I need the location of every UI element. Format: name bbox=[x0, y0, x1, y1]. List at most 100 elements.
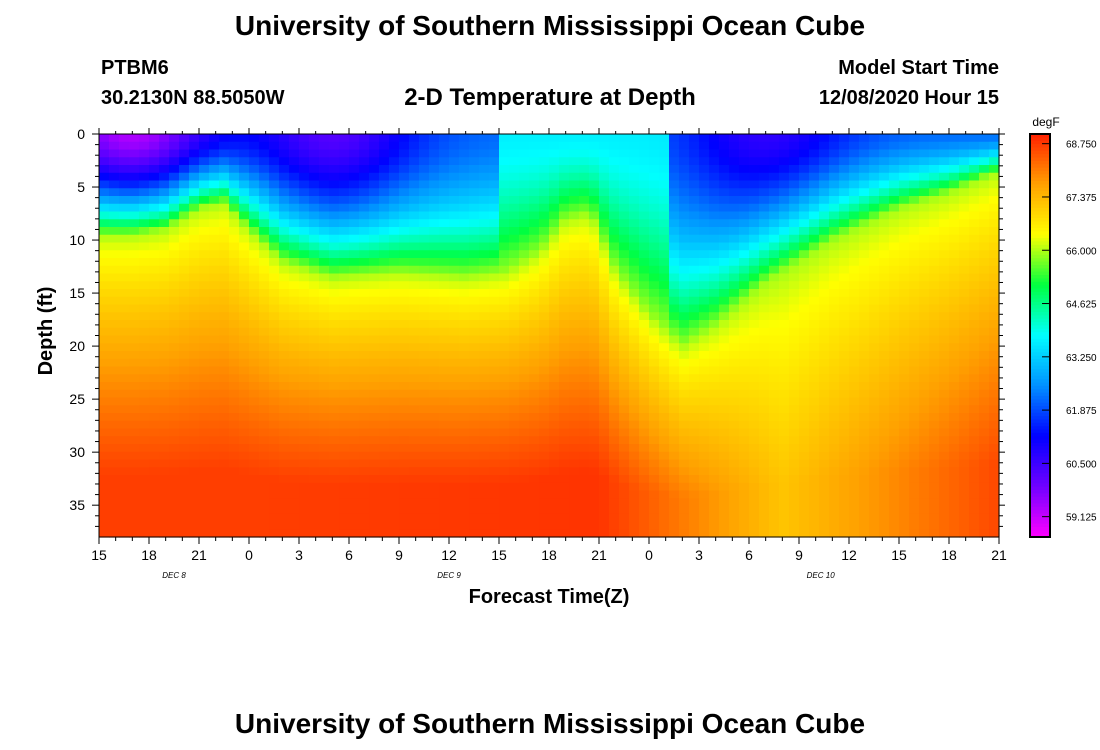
heatmap-cell bbox=[699, 420, 710, 430]
colorbar-segment bbox=[1030, 204, 1050, 209]
heatmap-cell bbox=[119, 351, 130, 360]
heatmap-cell bbox=[279, 211, 290, 220]
heatmap-cell bbox=[849, 389, 860, 399]
heatmap-cell bbox=[459, 428, 470, 437]
heatmap-cell bbox=[689, 312, 700, 321]
heatmap-cell bbox=[789, 366, 800, 375]
heatmap-cell bbox=[759, 211, 770, 220]
heatmap-cell bbox=[579, 203, 590, 213]
heatmap-cell bbox=[579, 149, 590, 158]
heatmap-cell bbox=[309, 482, 320, 492]
heatmap-cell bbox=[109, 529, 120, 538]
heatmap-cell bbox=[769, 475, 780, 484]
heatmap-cell bbox=[379, 196, 390, 205]
heatmap-cell bbox=[809, 157, 820, 166]
heatmap-cell bbox=[169, 258, 180, 267]
heatmap-cell bbox=[649, 296, 660, 306]
colorbar-segment bbox=[1030, 291, 1050, 296]
heatmap-cell bbox=[419, 459, 430, 468]
heatmap-cell bbox=[609, 312, 620, 321]
heatmap-cell bbox=[979, 389, 990, 399]
heatmap-cell bbox=[179, 529, 190, 538]
heatmap-cell bbox=[239, 482, 250, 492]
heatmap-cell bbox=[729, 141, 740, 151]
heatmap-cell bbox=[739, 482, 750, 492]
heatmap-cell bbox=[809, 219, 820, 228]
heatmap-cell bbox=[429, 459, 440, 468]
heatmap-cell bbox=[699, 498, 710, 507]
heatmap-cell bbox=[339, 521, 350, 530]
heatmap-cell bbox=[579, 134, 590, 143]
heatmap-cell bbox=[639, 172, 650, 182]
heatmap-cell bbox=[609, 467, 620, 476]
colorbar-segment bbox=[1030, 308, 1050, 313]
heatmap-cell bbox=[569, 203, 580, 213]
heatmap-cell bbox=[769, 180, 780, 189]
heatmap-cell bbox=[589, 265, 600, 275]
heatmap-cell bbox=[379, 366, 390, 375]
heatmap-cell bbox=[409, 188, 420, 197]
heatmap-cell bbox=[269, 444, 280, 453]
heatmap-cell bbox=[389, 459, 400, 468]
heatmap-cell bbox=[669, 490, 680, 499]
heatmap-cell bbox=[959, 413, 970, 422]
heatmap-cell bbox=[309, 335, 320, 344]
heatmap-cell bbox=[319, 141, 330, 151]
heatmap-cell bbox=[659, 482, 670, 492]
heatmap-cell bbox=[239, 529, 250, 538]
heatmap-cell bbox=[399, 273, 410, 282]
heatmap-cell bbox=[169, 250, 180, 259]
heatmap-cell bbox=[179, 397, 190, 406]
heatmap-cell bbox=[349, 327, 360, 337]
heatmap-cell bbox=[129, 327, 140, 337]
heatmap-cell bbox=[749, 172, 760, 182]
heatmap-cell bbox=[569, 358, 580, 368]
heatmap-cell bbox=[129, 374, 140, 383]
heatmap-cell bbox=[979, 273, 990, 282]
heatmap-cell bbox=[529, 335, 540, 344]
heatmap-cell bbox=[249, 513, 260, 523]
heatmap-cell bbox=[399, 327, 410, 337]
heatmap-cell bbox=[199, 227, 210, 236]
heatmap-cell bbox=[709, 490, 720, 499]
heatmap-cell bbox=[579, 382, 590, 391]
heatmap-cell bbox=[919, 482, 930, 492]
heatmap-cell bbox=[869, 273, 880, 282]
heatmap-cell bbox=[749, 281, 760, 290]
heatmap-cell bbox=[169, 436, 180, 445]
heatmap-cell bbox=[319, 304, 330, 313]
heatmap-cell bbox=[959, 420, 970, 430]
heatmap-cell bbox=[639, 188, 650, 197]
heatmap-cell bbox=[839, 203, 850, 213]
heatmap-cell bbox=[319, 420, 330, 430]
heatmap-cell bbox=[829, 296, 840, 306]
heatmap-cell bbox=[299, 312, 310, 321]
heatmap-cell bbox=[779, 343, 790, 352]
colorbar-segment bbox=[1030, 382, 1050, 387]
heatmap-cell bbox=[629, 428, 640, 437]
heatmap-cell bbox=[779, 203, 790, 213]
colorbar-segment bbox=[1030, 406, 1050, 410]
heatmap-cell bbox=[459, 475, 470, 484]
heatmap-cell bbox=[219, 188, 230, 197]
heatmap-cell bbox=[909, 304, 920, 313]
heatmap-cell bbox=[489, 459, 500, 468]
heatmap-cell bbox=[699, 475, 710, 484]
heatmap-cell bbox=[979, 506, 990, 515]
heatmap-cell bbox=[309, 320, 320, 329]
heatmap-cell bbox=[159, 234, 170, 244]
heatmap-cell bbox=[879, 475, 890, 484]
heatmap-cell bbox=[629, 289, 640, 298]
heatmap-cell bbox=[259, 320, 270, 329]
heatmap-cell bbox=[299, 196, 310, 205]
heatmap-cell bbox=[369, 265, 380, 275]
heatmap-cell bbox=[229, 296, 240, 306]
heatmap-cell bbox=[809, 475, 820, 484]
heatmap-cell bbox=[919, 413, 930, 422]
heatmap-cell bbox=[469, 180, 480, 189]
heatmap-cell bbox=[699, 188, 710, 197]
heatmap-cell bbox=[479, 420, 490, 430]
heatmap-cell bbox=[689, 374, 700, 383]
heatmap-cell bbox=[769, 242, 780, 251]
heatmap-cell bbox=[419, 389, 430, 399]
